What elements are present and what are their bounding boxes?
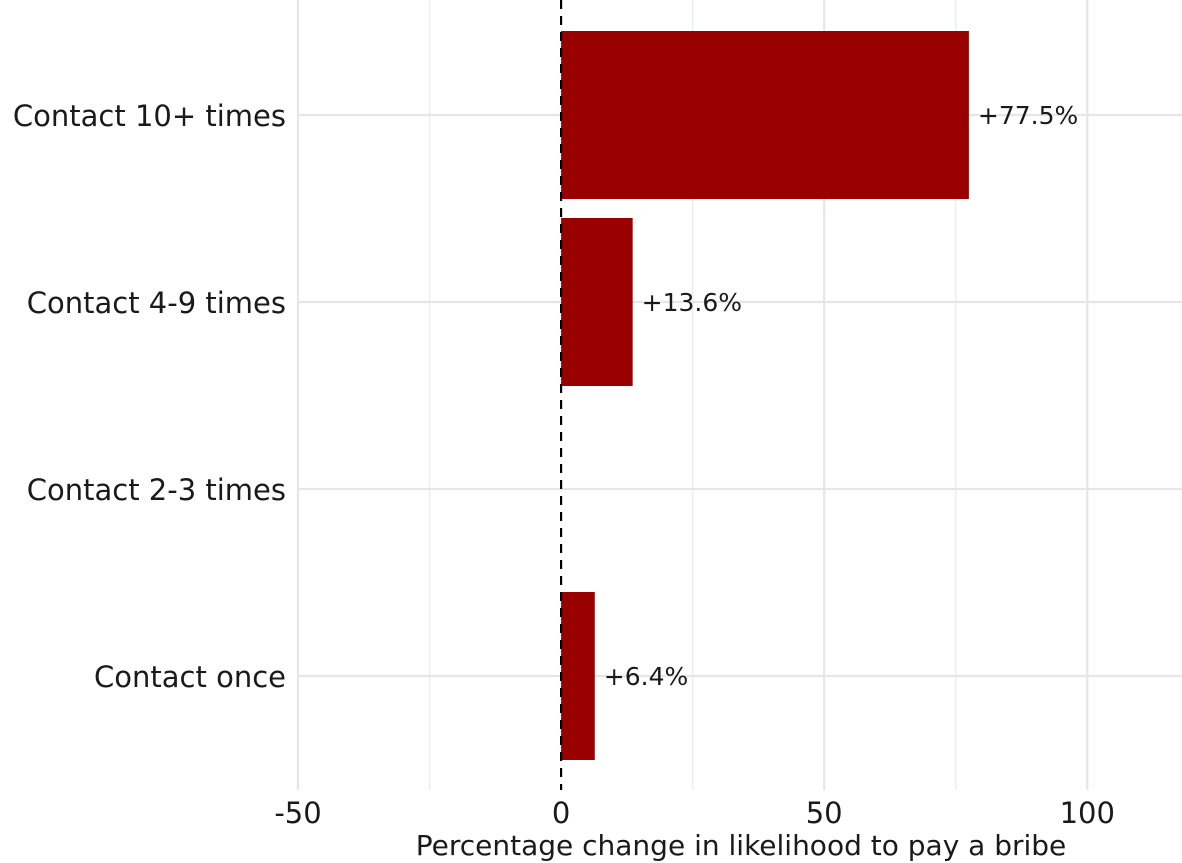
category-label: Contact 4-9 times — [27, 286, 286, 320]
x-tick-label: 50 — [806, 796, 843, 830]
category-labels: Contact 10+ times Contact 4-9 times Contac… — [13, 99, 286, 694]
x-tick-label: -50 — [274, 796, 321, 830]
x-tick-labels: -50 0 50 100 — [274, 796, 1115, 830]
data-label: +77.5% — [978, 101, 1078, 130]
data-label: +6.4% — [604, 662, 688, 691]
bar — [561, 592, 595, 760]
category-label: Contact 10+ times — [13, 99, 286, 133]
x-axis-title: Percentage change in likelihood to pay a… — [416, 829, 1067, 862]
bars — [559, 0, 969, 790]
x-tick-label: 100 — [1060, 796, 1115, 830]
bar — [561, 218, 633, 386]
category-label: Contact once — [94, 660, 286, 694]
bar — [561, 31, 969, 199]
data-label: +13.6% — [642, 288, 742, 317]
data-labels: +77.5% +13.6% +6.4% — [604, 101, 1078, 691]
category-label: Contact 2-3 times — [27, 473, 286, 507]
x-tick-label: 0 — [552, 796, 570, 830]
